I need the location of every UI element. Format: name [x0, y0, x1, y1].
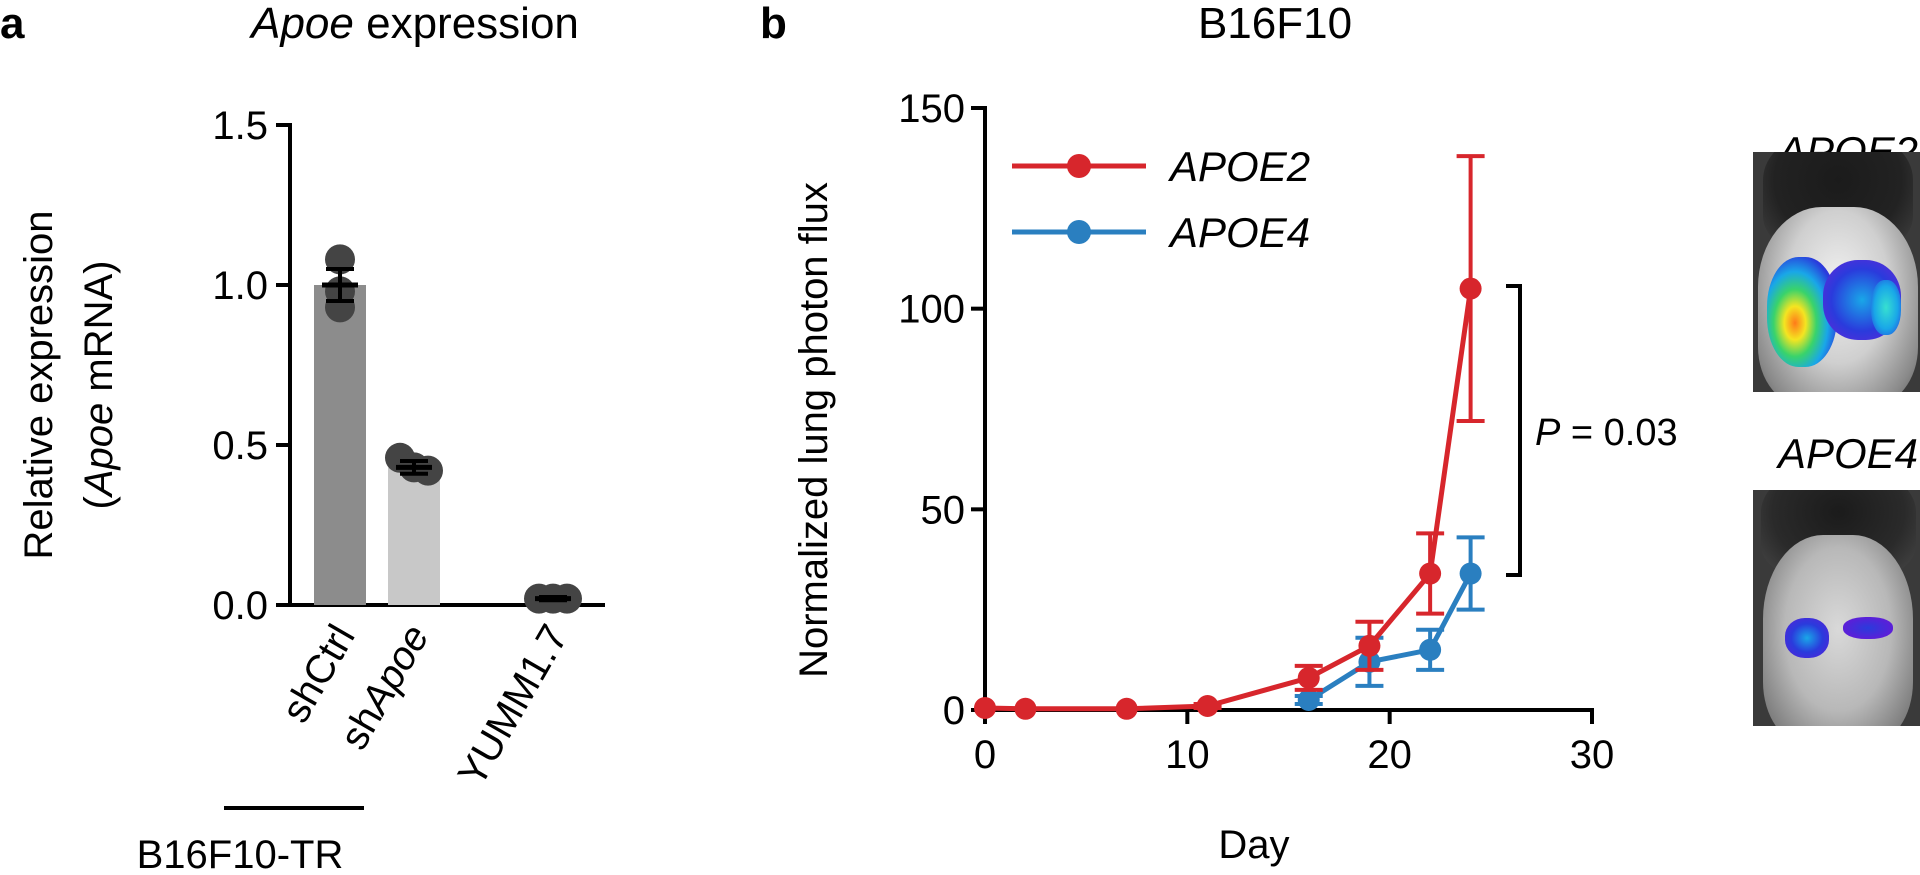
legend: APOE2 APOE4 [1012, 143, 1310, 256]
panel-a-y-axis: 0.0 0.5 1.0 1.5 [212, 104, 605, 628]
panel-b-xlabel: Day [1218, 823, 1289, 867]
significance-bracket [1506, 284, 1522, 577]
y-tick-label: 100 [898, 288, 965, 332]
image-label-apoe4: APOE4 [1775, 430, 1918, 477]
series-line [1307, 572, 1473, 703]
panel-b-letter: b [760, 0, 787, 48]
series-APOE4 [1294, 535, 1485, 711]
data-point [1459, 562, 1482, 585]
legend-label-APOE4: APOE4 [1167, 209, 1310, 256]
data-point [1115, 697, 1138, 720]
p-value: P = 0.03 [1535, 412, 1678, 454]
data-point [1459, 277, 1482, 300]
y-tick-label: 150 [898, 87, 965, 131]
x-tick-label: 0 [974, 733, 996, 777]
x-tick-label: 10 [1165, 733, 1210, 777]
series-line [984, 288, 1474, 712]
data-point [1297, 688, 1320, 711]
data-point [974, 696, 996, 719]
group-label: B16F10-TR [137, 833, 344, 875]
apoe2-luminescence-image [1753, 152, 1920, 392]
panel-a-ylabel-line1: Relative expression [17, 210, 61, 559]
data-point [1196, 694, 1219, 717]
x-tick-label: 20 [1367, 733, 1412, 777]
panel-b-title: B16F10 [1198, 0, 1352, 48]
data-point [1297, 666, 1320, 689]
panel-a-ylabel-line2: (Apoe mRNA) [77, 261, 121, 510]
x-tick-label: 30 [1570, 733, 1615, 777]
legend-label-APOE2: APOE2 [1167, 143, 1310, 190]
bar-shCtrl [314, 285, 366, 605]
series-APOE2 [974, 154, 1485, 720]
legend-marker-APOE4 [1067, 220, 1091, 244]
data-point [1358, 634, 1381, 657]
data-point [1419, 562, 1442, 585]
data-point [1014, 697, 1037, 720]
legend-marker-APOE2 [1067, 154, 1091, 178]
y-tick-label: 1.0 [212, 264, 268, 308]
y-tick-label: 0.0 [212, 584, 268, 628]
y-tick-label: 0 [943, 689, 965, 733]
panel-b-ylabel: Normalized lung photon flux [792, 182, 836, 678]
panel-a-title: Apoe expression [248, 0, 579, 48]
panel-a-errorbars [322, 267, 571, 603]
y-tick-label: 1.5 [212, 104, 268, 148]
apoe4-luminescence-image [1753, 490, 1920, 726]
panel-a-bars [314, 285, 440, 605]
panel-a-letter: a [0, 0, 25, 48]
panel-b-axes: 0 50 100 150 0 10 20 30 [898, 87, 1614, 777]
y-tick-label: 0.5 [212, 424, 268, 468]
bar-shApoe [388, 467, 440, 605]
data-point [413, 455, 443, 486]
category-label-YUMM1.7: YUMM1.7 [450, 618, 577, 794]
data-point [1419, 638, 1442, 661]
data-point [325, 244, 355, 275]
panel-b-series [974, 154, 1485, 720]
y-tick-label: 50 [921, 488, 966, 532]
